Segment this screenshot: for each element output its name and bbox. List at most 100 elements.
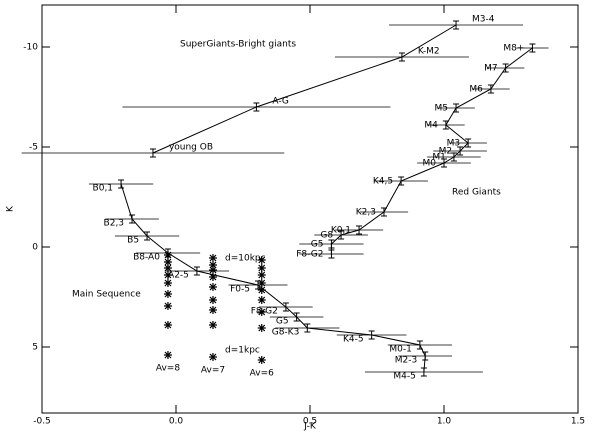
point	[420, 367, 427, 377]
point-label: M0-1	[389, 345, 411, 355]
marker-label: Av=8	[156, 364, 180, 374]
point	[338, 230, 345, 240]
star-marker	[257, 296, 266, 304]
point	[118, 179, 125, 189]
point	[368, 330, 375, 340]
sequence-line	[330, 47, 533, 254]
point-label: G8-K3	[272, 328, 300, 338]
point-label: K4,5	[373, 177, 393, 187]
y-tick-label: -10	[23, 43, 38, 53]
annotation: Red Giants	[452, 188, 501, 198]
star-marker	[163, 290, 172, 298]
point	[465, 138, 472, 148]
point-label: A-G	[272, 97, 289, 107]
star-marker	[257, 271, 266, 279]
point-label: M0	[423, 159, 437, 169]
x-tick-label: 0.5	[303, 417, 317, 427]
annotation: d=10kpc	[225, 254, 266, 264]
point	[442, 120, 449, 130]
star-marker	[257, 279, 266, 287]
point	[293, 312, 300, 322]
y-tick-label: -5	[29, 143, 38, 153]
star-marker	[208, 254, 217, 262]
point-label: M7	[484, 64, 498, 74]
star-marker	[257, 324, 266, 332]
point	[129, 214, 136, 224]
marker-label: Av=6	[250, 369, 274, 379]
x-tick-label: 0.0	[169, 417, 184, 427]
point-label: B2,3	[104, 219, 125, 229]
point-label: F0-5	[230, 285, 250, 295]
point	[282, 302, 289, 312]
star-marker	[208, 261, 217, 269]
point	[398, 52, 405, 62]
point	[144, 231, 151, 241]
sequence-line	[152, 24, 457, 154]
star-marker	[208, 321, 217, 329]
point-label: F8-G2	[296, 250, 323, 260]
point-label: M6	[469, 85, 483, 95]
star-marker	[163, 251, 172, 259]
star-marker	[208, 283, 217, 291]
star-marker	[257, 256, 266, 264]
point-label: M3-4	[472, 15, 495, 25]
point-label: G8	[320, 231, 333, 241]
point	[502, 63, 509, 73]
point	[453, 103, 460, 113]
point-label: K-M2	[418, 47, 440, 57]
star-marker	[163, 264, 172, 272]
point	[380, 207, 387, 217]
x-tick-label: 1.5	[571, 417, 585, 427]
point-label: B5	[127, 236, 139, 246]
point-label: B8-A0	[133, 253, 160, 263]
star-marker	[257, 356, 266, 364]
point	[149, 148, 156, 158]
point	[416, 340, 423, 350]
annotation: d=1kpc	[225, 346, 260, 356]
point	[328, 239, 335, 249]
x-axis-label: J-K	[303, 422, 317, 432]
point	[441, 158, 447, 168]
point	[457, 146, 464, 156]
y-tick-label: 0	[32, 243, 38, 253]
y-axis-label: K	[6, 205, 16, 212]
point-label: M8+	[503, 44, 524, 54]
point-label: G5	[311, 240, 324, 250]
point	[453, 20, 460, 30]
point-label: M2-3	[395, 356, 417, 366]
point-label: M5	[435, 104, 449, 114]
annotation: Main Sequence	[72, 290, 141, 300]
point	[487, 84, 494, 94]
point-label: M4	[424, 121, 438, 131]
point-label: M1	[432, 153, 446, 163]
point-label: M2	[439, 147, 453, 157]
star-marker	[163, 271, 172, 279]
star-marker	[208, 273, 217, 281]
point-label: M3	[447, 139, 461, 149]
point-label: K2,3	[356, 208, 376, 218]
point	[422, 351, 429, 361]
point-label: young OB	[169, 143, 213, 153]
point	[356, 225, 363, 235]
star-marker	[208, 353, 217, 361]
y-tick-label: 5	[32, 343, 38, 353]
point-label: M4-5	[393, 372, 415, 382]
point	[450, 152, 457, 162]
star-marker	[163, 321, 172, 329]
point-label: A2-5	[168, 271, 189, 281]
point-label: B0,1	[93, 184, 114, 194]
point	[529, 43, 536, 53]
marker-label: Av=7	[201, 366, 225, 376]
point	[398, 176, 405, 186]
star-marker	[257, 286, 266, 294]
star-marker	[208, 306, 217, 314]
star-marker	[163, 302, 172, 310]
point	[304, 323, 311, 333]
point-label: G5	[276, 317, 289, 327]
point-label: K4-5	[343, 335, 364, 345]
x-tick-label: 1.0	[437, 417, 452, 427]
annotation: SuperGiants-Bright giants	[180, 40, 296, 50]
point	[193, 266, 200, 276]
star-marker	[163, 279, 172, 287]
